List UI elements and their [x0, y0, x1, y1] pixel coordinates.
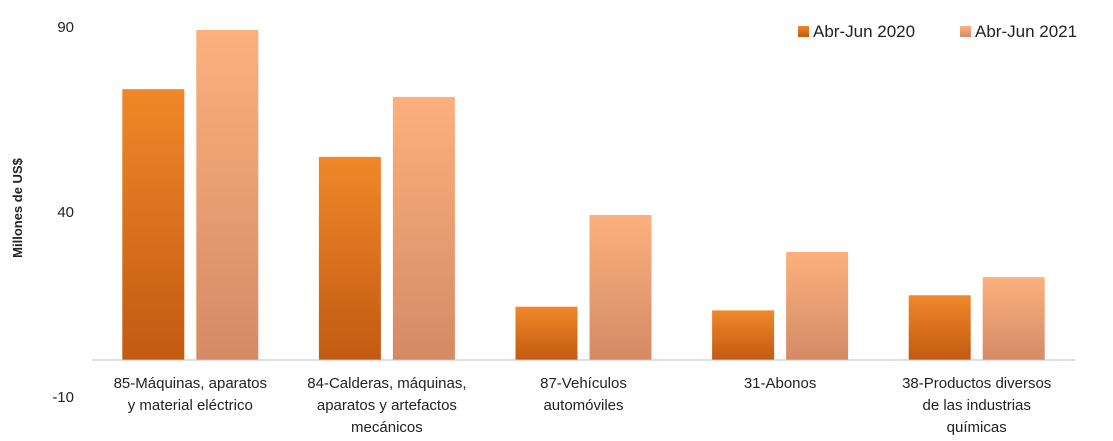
category-label: 85-Máquinas, aparatos y material eléctric…: [114, 375, 267, 414]
bar-series-2: [196, 29, 259, 361]
y-axis-label: Millones de US$: [10, 157, 25, 257]
y-tick-label: 40: [57, 204, 74, 221]
legend-label: Abr-Jun 2020: [813, 22, 915, 41]
y-tick-label: 90: [57, 19, 74, 36]
bar-series-2: [786, 251, 849, 360]
bar-series-1: [908, 295, 971, 360]
category-label: 87-Vehículos automóviles: [540, 375, 627, 414]
legend-swatch: [960, 26, 971, 37]
category-labels: 85-Máquinas, aparatos y material eléctric…: [114, 375, 1052, 436]
bar-series-2: [982, 277, 1045, 360]
bars: [122, 29, 1045, 361]
y-tick-label: -10: [52, 389, 74, 406]
bar-series-2: [589, 214, 652, 360]
category-label: 84-Calderas, máquinas, aparatos y artefac…: [307, 375, 466, 436]
category-label: 38-Productos diversos de las industrias qu…: [902, 375, 1051, 436]
bar-series-1: [318, 156, 381, 360]
legend-swatch: [798, 26, 809, 37]
bar-series-2: [392, 96, 455, 361]
bar-series-1: [712, 310, 775, 360]
bar-series-1: [122, 89, 185, 360]
y-axis-ticks: 90 40 -10: [52, 19, 74, 406]
category-label: 31-Abonos: [744, 375, 817, 392]
legend-label: Abr-Jun 2021: [975, 22, 1077, 41]
legend: Abr-Jun 2020 Abr-Jun 2021: [798, 22, 1077, 41]
bar-series-1: [515, 306, 578, 360]
